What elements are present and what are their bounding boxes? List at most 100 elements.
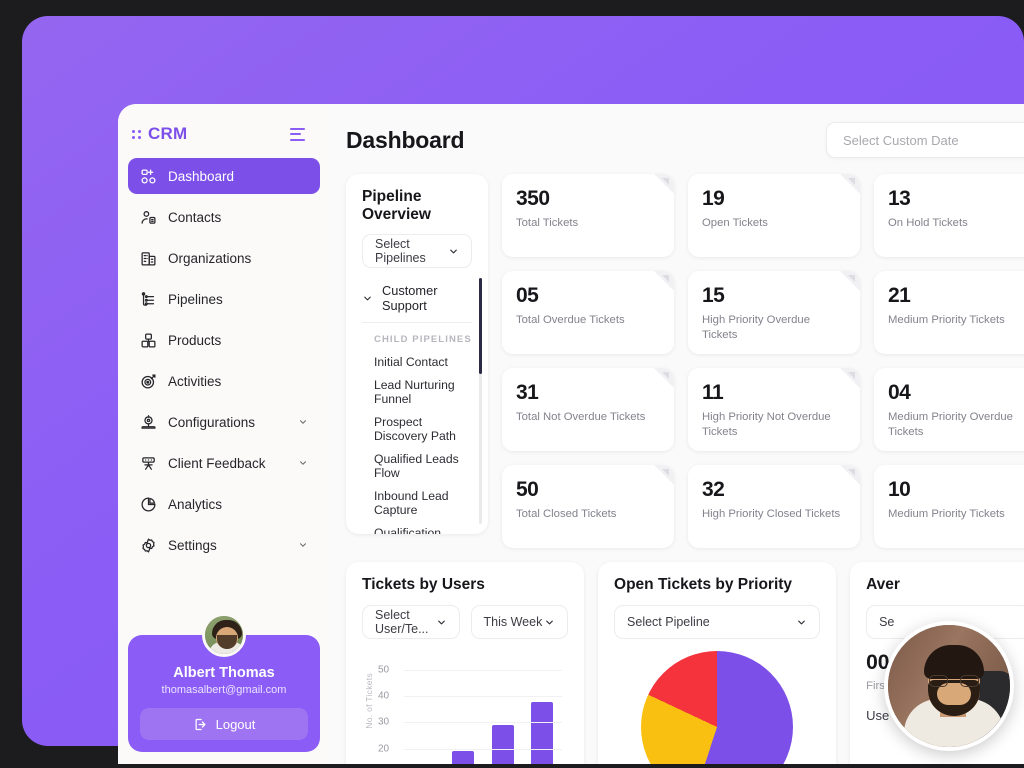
- stat-card[interactable]: 50 Total Closed Tickets: [502, 465, 674, 548]
- pipeline-scrollbar-track[interactable]: [479, 278, 482, 524]
- sidebar-item-label: Pipelines: [168, 291, 223, 307]
- sidebar-item-label: Client Feedback: [168, 455, 266, 471]
- main-header: Dashboard Select Custom Date: [346, 122, 1024, 158]
- brand-name: CRM: [148, 124, 188, 143]
- stat-value: 32: [702, 478, 725, 501]
- stat-card[interactable]: 13 On Hold Tickets: [874, 174, 1024, 257]
- sidebar-item-dashboard[interactable]: Dashboard: [128, 158, 320, 194]
- open-tickets-by-priority-panel: Open Tickets by Priority Select Pipeline: [598, 562, 837, 764]
- child-pipeline-item[interactable]: Inbound Lead Capture: [374, 488, 449, 517]
- select-pipelines-value: Select Pipelines: [375, 237, 426, 265]
- sidebar-item-pipelines[interactable]: Pipelines: [128, 281, 320, 317]
- sidebar-item-configurations[interactable]: Configurations: [128, 404, 320, 440]
- card-corner-fold-icon: [840, 465, 860, 485]
- bar[interactable]: [452, 751, 475, 764]
- child-pipeline-item[interactable]: Qualification Process: [374, 525, 442, 535]
- open-tickets-by-priority-title: Open Tickets by Priority: [614, 576, 793, 593]
- stat-value: 04: [888, 381, 911, 404]
- stat-card[interactable]: 32 High Priority Closed Tickets: [688, 465, 860, 548]
- pipeline-group-label: Customer Support: [382, 283, 438, 313]
- stat-label: High Priority Not Overdue Tickets: [702, 411, 831, 438]
- sidebar-item-activities[interactable]: Activities: [128, 363, 320, 399]
- stat-card[interactable]: 350 Total Tickets: [502, 174, 674, 257]
- sidebar-item-label: Contacts: [168, 209, 222, 225]
- sidebar-item-label: Activities: [168, 373, 222, 389]
- sidebar-nav: Dashboard Contacts: [118, 152, 330, 563]
- logout-button[interactable]: Logout: [140, 708, 308, 740]
- products-box-icon: [141, 332, 156, 348]
- select-pipeline-value: Select Pipeline: [627, 615, 710, 629]
- profile-name: Albert Thomas: [173, 665, 275, 681]
- child-pipelines-header: CHILD PIPELINES: [374, 334, 472, 345]
- chevron-down-icon: [300, 543, 306, 547]
- stat-card[interactable]: 04 Medium Priority Overdue Tickets: [874, 368, 1024, 451]
- purple-backdrop: CRM Dashboard: [22, 16, 1024, 764]
- select-user-team-dropdown[interactable]: Select User/Te...: [362, 605, 460, 639]
- stat-card[interactable]: 11 High Priority Not Overdue Tickets: [688, 368, 860, 451]
- profile-email: thomasalbert@gmail.com: [161, 684, 287, 696]
- stat-card[interactable]: 10 Medium Priority Tickets: [874, 465, 1024, 548]
- date-picker-placeholder: Select Custom Date: [843, 132, 959, 148]
- stat-label: Medium Priority Overdue Tickets: [888, 411, 1013, 438]
- pipeline-tree: Customer Support CHILD PIPELINES Initial…: [346, 276, 488, 534]
- stat-value: 15: [702, 284, 725, 307]
- grid-line: [404, 670, 563, 672]
- stat-label: Medium Priority Tickets: [888, 508, 1005, 520]
- select-pipelines-dropdown[interactable]: Select Pipelines: [362, 234, 472, 268]
- date-picker-input[interactable]: Select Custom Date: [826, 122, 1024, 158]
- chevron-down-icon: [300, 420, 306, 424]
- stat-label: Total Not Overdue Tickets: [516, 411, 646, 423]
- bar[interactable]: [491, 725, 514, 764]
- sidebar-item-client-feedback[interactable]: Client Feedback: [128, 445, 320, 481]
- grid-line: [404, 722, 563, 724]
- child-pipeline-item[interactable]: Qualified Leads Flow: [374, 451, 459, 480]
- pipeline-group-customer-support[interactable]: Customer Support: [362, 276, 472, 320]
- settings-gear-icon: [142, 537, 155, 553]
- average-panel-title: Aver: [866, 576, 900, 593]
- stat-label: Open Tickets: [702, 217, 768, 229]
- y-axis-tick: 50: [378, 664, 390, 676]
- child-pipeline-item[interactable]: Prospect Discovery Path: [374, 414, 456, 443]
- hamburger-icon[interactable]: [287, 125, 308, 144]
- stat-card[interactable]: 05 Total Overdue Tickets: [502, 271, 674, 354]
- analytics-pie-icon: [141, 496, 156, 512]
- select-time-range-dropdown[interactable]: This Week: [470, 605, 569, 639]
- sidebar-item-analytics[interactable]: Analytics: [128, 486, 320, 522]
- chevron-down-icon: [798, 620, 805, 624]
- chevron-down-icon: [450, 249, 457, 253]
- configurations-gear-icon: [141, 414, 156, 429]
- grid-line: [404, 748, 563, 750]
- stat-label: Total Closed Tickets: [516, 508, 617, 520]
- stat-card[interactable]: 31 Total Not Overdue Tickets: [502, 368, 674, 451]
- sidebar-item-contacts[interactable]: Contacts: [128, 199, 320, 235]
- child-pipeline-item[interactable]: Initial Contact: [374, 354, 448, 369]
- stat-label: On Hold Tickets: [888, 217, 968, 229]
- bar-chart-y-axis-label: No. of Tickets: [364, 673, 374, 729]
- pipelines-flow-icon: [141, 291, 155, 306]
- logout-icon: [195, 718, 206, 730]
- bar[interactable]: [531, 701, 554, 764]
- profile-card: Albert Thomas thomasalbert@gmail.com Log…: [128, 613, 320, 752]
- select-pipeline-dropdown[interactable]: Select Pipeline: [614, 605, 821, 639]
- card-corner-fold-icon: [840, 271, 860, 291]
- stat-label: High Priority Closed Tickets: [702, 508, 841, 520]
- stat-label: High Priority Overdue Tickets: [702, 314, 810, 341]
- stat-label: Total Tickets: [516, 217, 579, 229]
- sidebar-item-settings[interactable]: Settings: [128, 527, 320, 563]
- stat-card[interactable]: 21 Medium Priority Tickets: [874, 271, 1024, 354]
- pipeline-scrollbar-thumb[interactable]: [479, 278, 482, 374]
- profile-avatar: [202, 613, 246, 657]
- tickets-by-users-title: Tickets by Users: [362, 576, 485, 593]
- sidebar-item-organizations[interactable]: Organizations: [128, 240, 320, 276]
- stat-card[interactable]: 19 Open Tickets: [688, 174, 860, 257]
- main-content: Dashboard Select Custom Date Pipeline Ov…: [330, 104, 1024, 764]
- dots-grid-icon: [132, 129, 141, 139]
- stat-card[interactable]: 15 High Priority Overdue Tickets: [688, 271, 860, 354]
- child-pipeline-item[interactable]: Lead Nurturing Funnel: [374, 377, 455, 406]
- stat-value: 31: [516, 381, 539, 404]
- card-corner-fold-icon: [654, 271, 674, 291]
- sidebar-item-products[interactable]: Products: [128, 322, 320, 358]
- pipeline-overview-card: Pipeline Overview Select Pipelines: [346, 174, 488, 534]
- sidebar: CRM Dashboard: [118, 104, 330, 764]
- chevron-down-icon: [546, 620, 553, 624]
